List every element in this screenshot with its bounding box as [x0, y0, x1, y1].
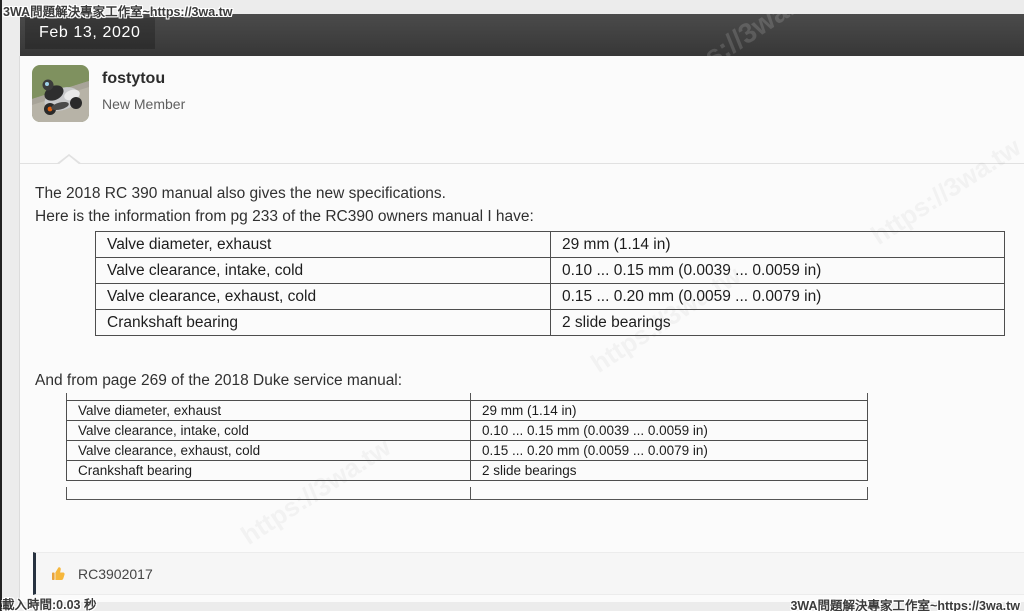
load-time-watermark: 載入時間:0.03 秒	[2, 598, 97, 611]
post-date-badge[interactable]: Feb 13, 2020	[25, 18, 155, 49]
author-member-title: New Member	[102, 96, 186, 112]
service-table-cropped-bottom-row	[66, 487, 868, 500]
spec-value-cell: 29 mm (1.14 in)	[470, 400, 868, 421]
spec-row: Valve diameter, exhaust 29 mm (1.14 in)	[95, 231, 1005, 258]
service-table-cropped-top-row	[66, 393, 868, 400]
service-manual-spec-table: Valve diameter, exhaust 29 mm (1.14 in) Va…	[66, 400, 868, 481]
reaction-user-link[interactable]: RC3902017	[78, 565, 153, 582]
motorcycle-rider-avatar-image	[32, 65, 89, 122]
spec-value-cell: 0.15 ... 0.20 mm (0.0059 ... 0.0079 in)	[550, 283, 1005, 310]
spec-row: Valve clearance, intake, cold 0.10 ... 0.…	[95, 257, 1005, 284]
message-paragraph-1: The 2018 RC 390 manual also gives the ne…	[35, 185, 446, 202]
date-separator-bar: Feb 13, 2020 https://3wa.tw	[20, 14, 1024, 56]
spec-value-cell: 2 slide bearings	[470, 460, 868, 481]
diagonal-watermark: https://3wa.tw	[654, 14, 827, 56]
message-paragraph-3: And from page 269 of the 2018 Duke servi…	[35, 372, 403, 389]
spec-label-cell: Crankshaft bearing	[95, 309, 551, 336]
spec-label-cell: Valve clearance, exhaust, cold	[95, 283, 551, 310]
thumbs-up-icon	[52, 567, 65, 580]
owners-manual-spec-table: Valve diameter, exhaust 29 mm (1.14 in) Va…	[95, 231, 1005, 336]
avatar[interactable]	[32, 65, 89, 122]
reactions-bar[interactable]: RC3902017	[33, 552, 1024, 595]
spec-row: Crankshaft bearing 2 slide bearings	[95, 309, 1005, 336]
studio-watermark-top-left: 3WA問題解決專家工作室~https://3wa.tw	[3, 5, 233, 19]
message-bubble-divider	[20, 163, 1024, 164]
spec-label-cell: Valve clearance, intake, cold	[95, 257, 551, 284]
spec-label-cell: Valve diameter, exhaust	[95, 231, 551, 258]
spec-label-cell: Valve clearance, exhaust, cold	[66, 440, 471, 461]
spec-row: Valve clearance, intake, cold 0.10 ... 0.…	[66, 420, 868, 441]
post-card: fostytou New Member The 2018 RC 390 manu…	[20, 56, 1024, 602]
spec-row: Valve clearance, exhaust, cold 0.15 ... 0…	[66, 440, 868, 461]
author-username-link[interactable]: fostytou	[102, 70, 166, 87]
spec-row: Valve clearance, exhaust, cold 0.15 ... 0…	[95, 283, 1005, 310]
message-paragraph-2: Here is the information from pg 233 of t…	[35, 208, 534, 225]
spec-value-cell: 0.15 ... 0.20 mm (0.0059 ... 0.0079 in)	[470, 440, 868, 461]
spec-label-cell: Valve diameter, exhaust	[66, 400, 471, 421]
spec-row: Valve diameter, exhaust 29 mm (1.14 in)	[66, 400, 868, 421]
studio-watermark-bottom-right: 3WA問題解決專家工作室~https://3wa.tw	[790, 599, 1020, 611]
spec-label-cell: Crankshaft bearing	[66, 460, 471, 481]
spec-value-cell: 2 slide bearings	[550, 309, 1005, 336]
window-left-edge	[0, 0, 2, 611]
spec-value-cell: 29 mm (1.14 in)	[550, 231, 1005, 258]
spec-value-cell: 0.10 ... 0.15 mm (0.0039 ... 0.0059 in)	[470, 420, 868, 441]
spec-value-cell: 0.10 ... 0.15 mm (0.0039 ... 0.0059 in)	[550, 257, 1005, 284]
spec-label-cell: Valve clearance, intake, cold	[66, 420, 471, 441]
message-bubble-arrow	[56, 154, 82, 165]
spec-row: Crankshaft bearing 2 slide bearings	[66, 460, 868, 481]
